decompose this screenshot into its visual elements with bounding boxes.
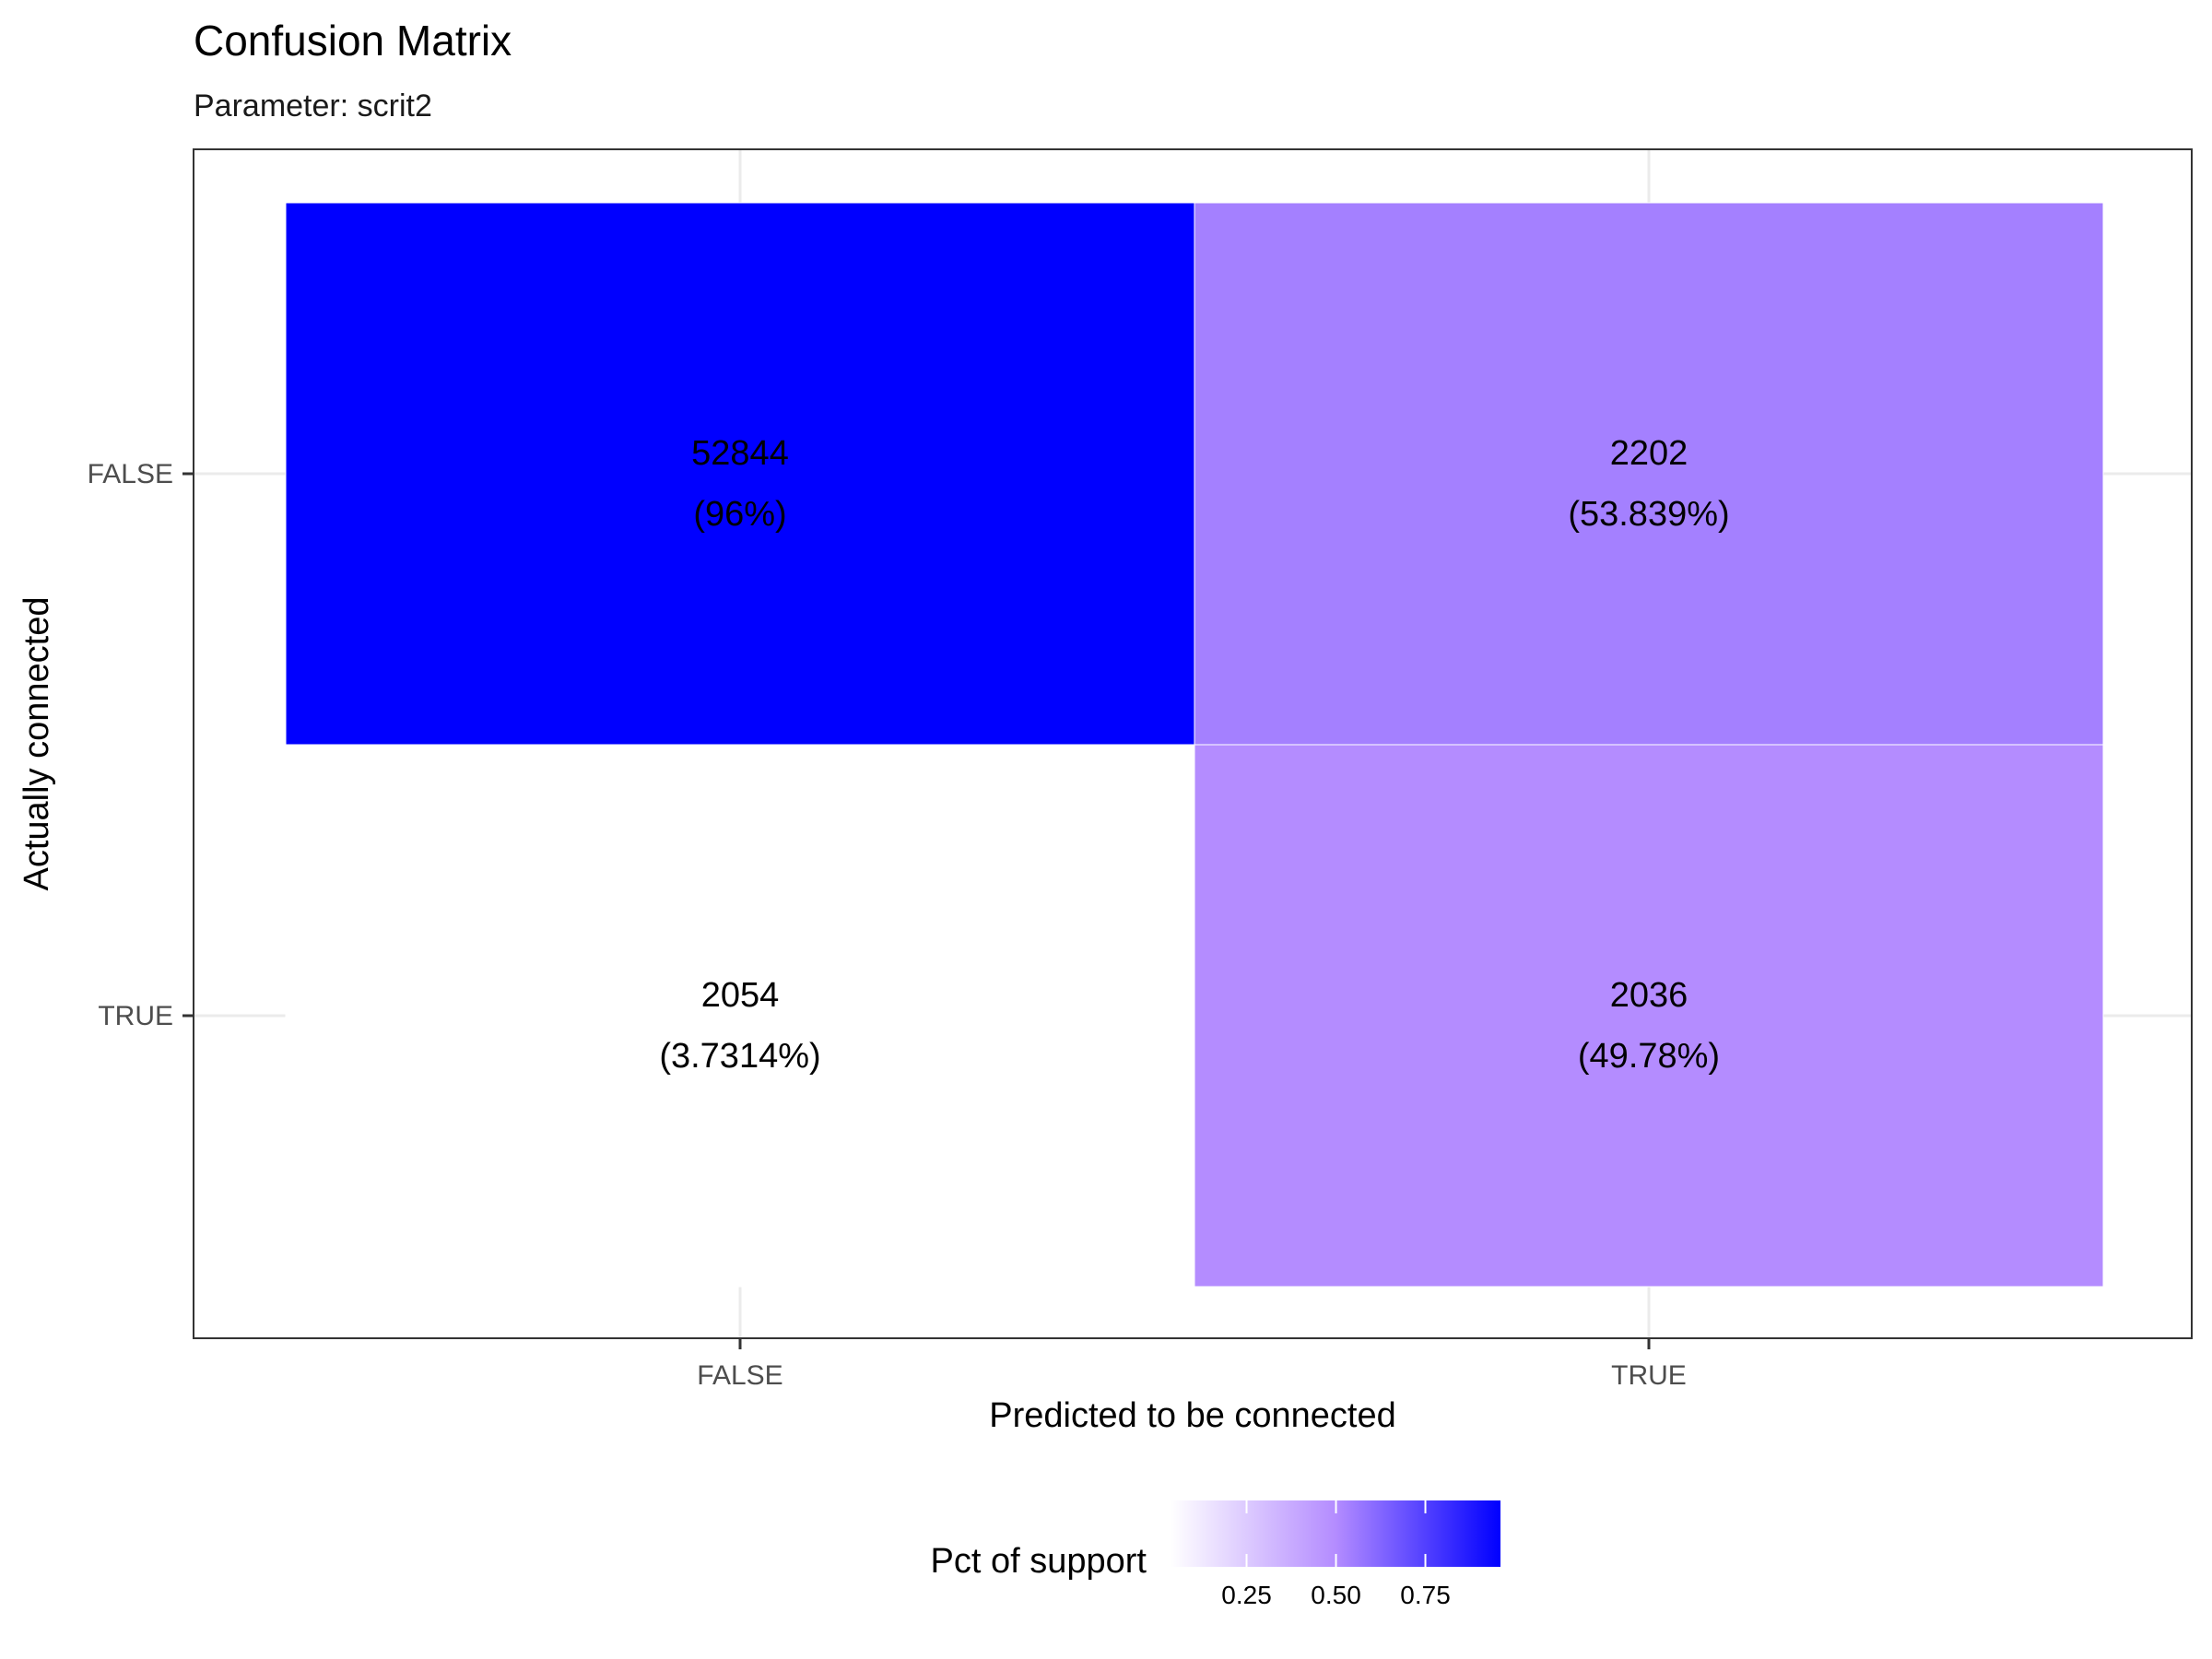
cell-pct-label-pred-false-actual-true: (3.7314%) — [659, 1037, 820, 1076]
legend-tick-label-0: 0.25 — [1221, 1581, 1272, 1609]
x-tick-label-false: FALSE — [697, 1360, 782, 1391]
cell-pct-label-pred-true-actual-false: (53.839%) — [1568, 495, 1729, 534]
chart-subtitle: Parameter: scrit2 — [194, 88, 432, 124]
cell-labels: 52844 (96%) 2202 (53.839%) 2054 (3.7314%) 2036… — [659, 434, 1729, 1076]
cell-count-label-pred-false-actual-true: 2054 — [701, 976, 780, 1015]
heatmap-cells — [285, 202, 2104, 1288]
y-axis: FALSE TRUE — [88, 459, 194, 1031]
legend-title: Pct of support — [931, 1542, 1147, 1581]
color-legend: Pct of support 0.25 0.50 0.75 — [931, 1500, 1500, 1609]
cell-count-label-pred-false-actual-false: 52844 — [691, 434, 789, 473]
y-tick-label-false: FALSE — [88, 459, 173, 489]
cell-pred-false-actual-true — [285, 744, 1195, 1288]
legend-tick-label-1: 0.50 — [1311, 1581, 1361, 1609]
cell-count-label-pred-true-actual-true: 2036 — [1610, 976, 1688, 1015]
cell-pred-true-actual-false — [1194, 202, 2104, 746]
legend-ticks: 0.25 0.50 0.75 — [1221, 1500, 1451, 1609]
cell-pred-true-actual-true — [1194, 744, 2104, 1288]
cell-count-label-pred-true-actual-false: 2202 — [1610, 434, 1688, 473]
legend-tick-label-2: 0.75 — [1400, 1581, 1451, 1609]
plot-border — [193, 148, 2193, 1339]
cell-pct-label-pred-false-actual-false: (96%) — [693, 495, 786, 534]
y-axis-title: Actually connected — [18, 597, 56, 891]
chart-title: Confusion Matrix — [194, 17, 512, 65]
cell-pct-label-pred-true-actual-true: (49.78%) — [1578, 1037, 1720, 1076]
x-axis-title: Predicted to be connected — [989, 1396, 1396, 1435]
x-tick-label-true: TRUE — [1611, 1360, 1687, 1391]
x-axis: FALSE TRUE — [697, 1338, 1687, 1391]
cell-pred-false-actual-false — [285, 202, 1195, 746]
y-tick-label-true: TRUE — [98, 1001, 173, 1031]
